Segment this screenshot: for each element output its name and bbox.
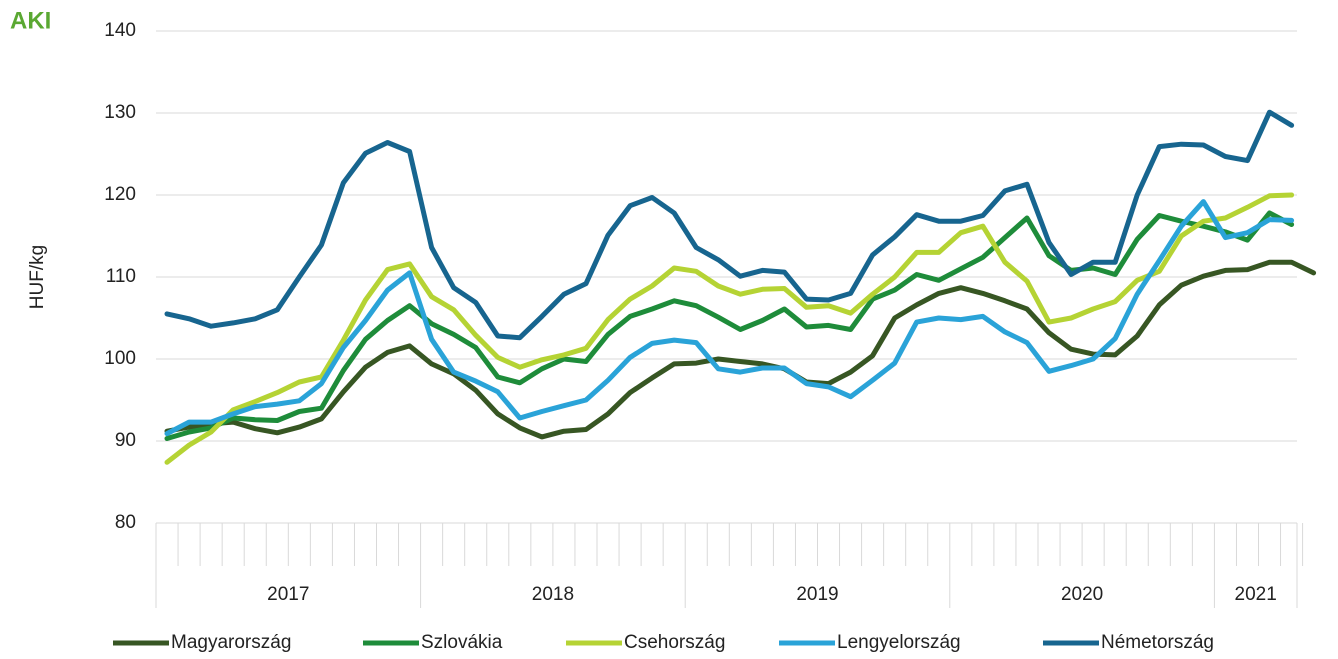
series-line	[164, 199, 1295, 437]
x-group-label: 2018	[532, 584, 574, 605]
y-tick-label: 110	[106, 266, 136, 287]
series-line	[164, 109, 1295, 341]
y-tick-label: 100	[104, 348, 136, 369]
legend-label: Szlovákia	[421, 632, 503, 653]
legend-label: Németország	[1101, 632, 1214, 653]
y-tick-label: 80	[115, 512, 136, 533]
x-group-label: 2020	[1061, 584, 1103, 605]
x-group-label: 2017	[267, 584, 309, 605]
series-line	[164, 259, 1317, 440]
legend-label: Magyarország	[171, 632, 291, 653]
y-tick-label: 140	[104, 20, 136, 41]
logo: AKI	[10, 7, 51, 34]
y-tick-label: 90	[115, 430, 136, 451]
series-line	[164, 192, 1295, 465]
legend-label: Lengyelország	[837, 632, 961, 653]
legend-label: Csehország	[624, 632, 725, 653]
y-tick-label: 130	[104, 102, 136, 123]
series-line	[164, 210, 1295, 441]
x-group-label: 2021	[1235, 584, 1277, 605]
y-axis-label: HUF/kg	[27, 245, 48, 309]
y-tick-label: 120	[104, 184, 136, 205]
x-group-label: 2019	[796, 584, 838, 605]
